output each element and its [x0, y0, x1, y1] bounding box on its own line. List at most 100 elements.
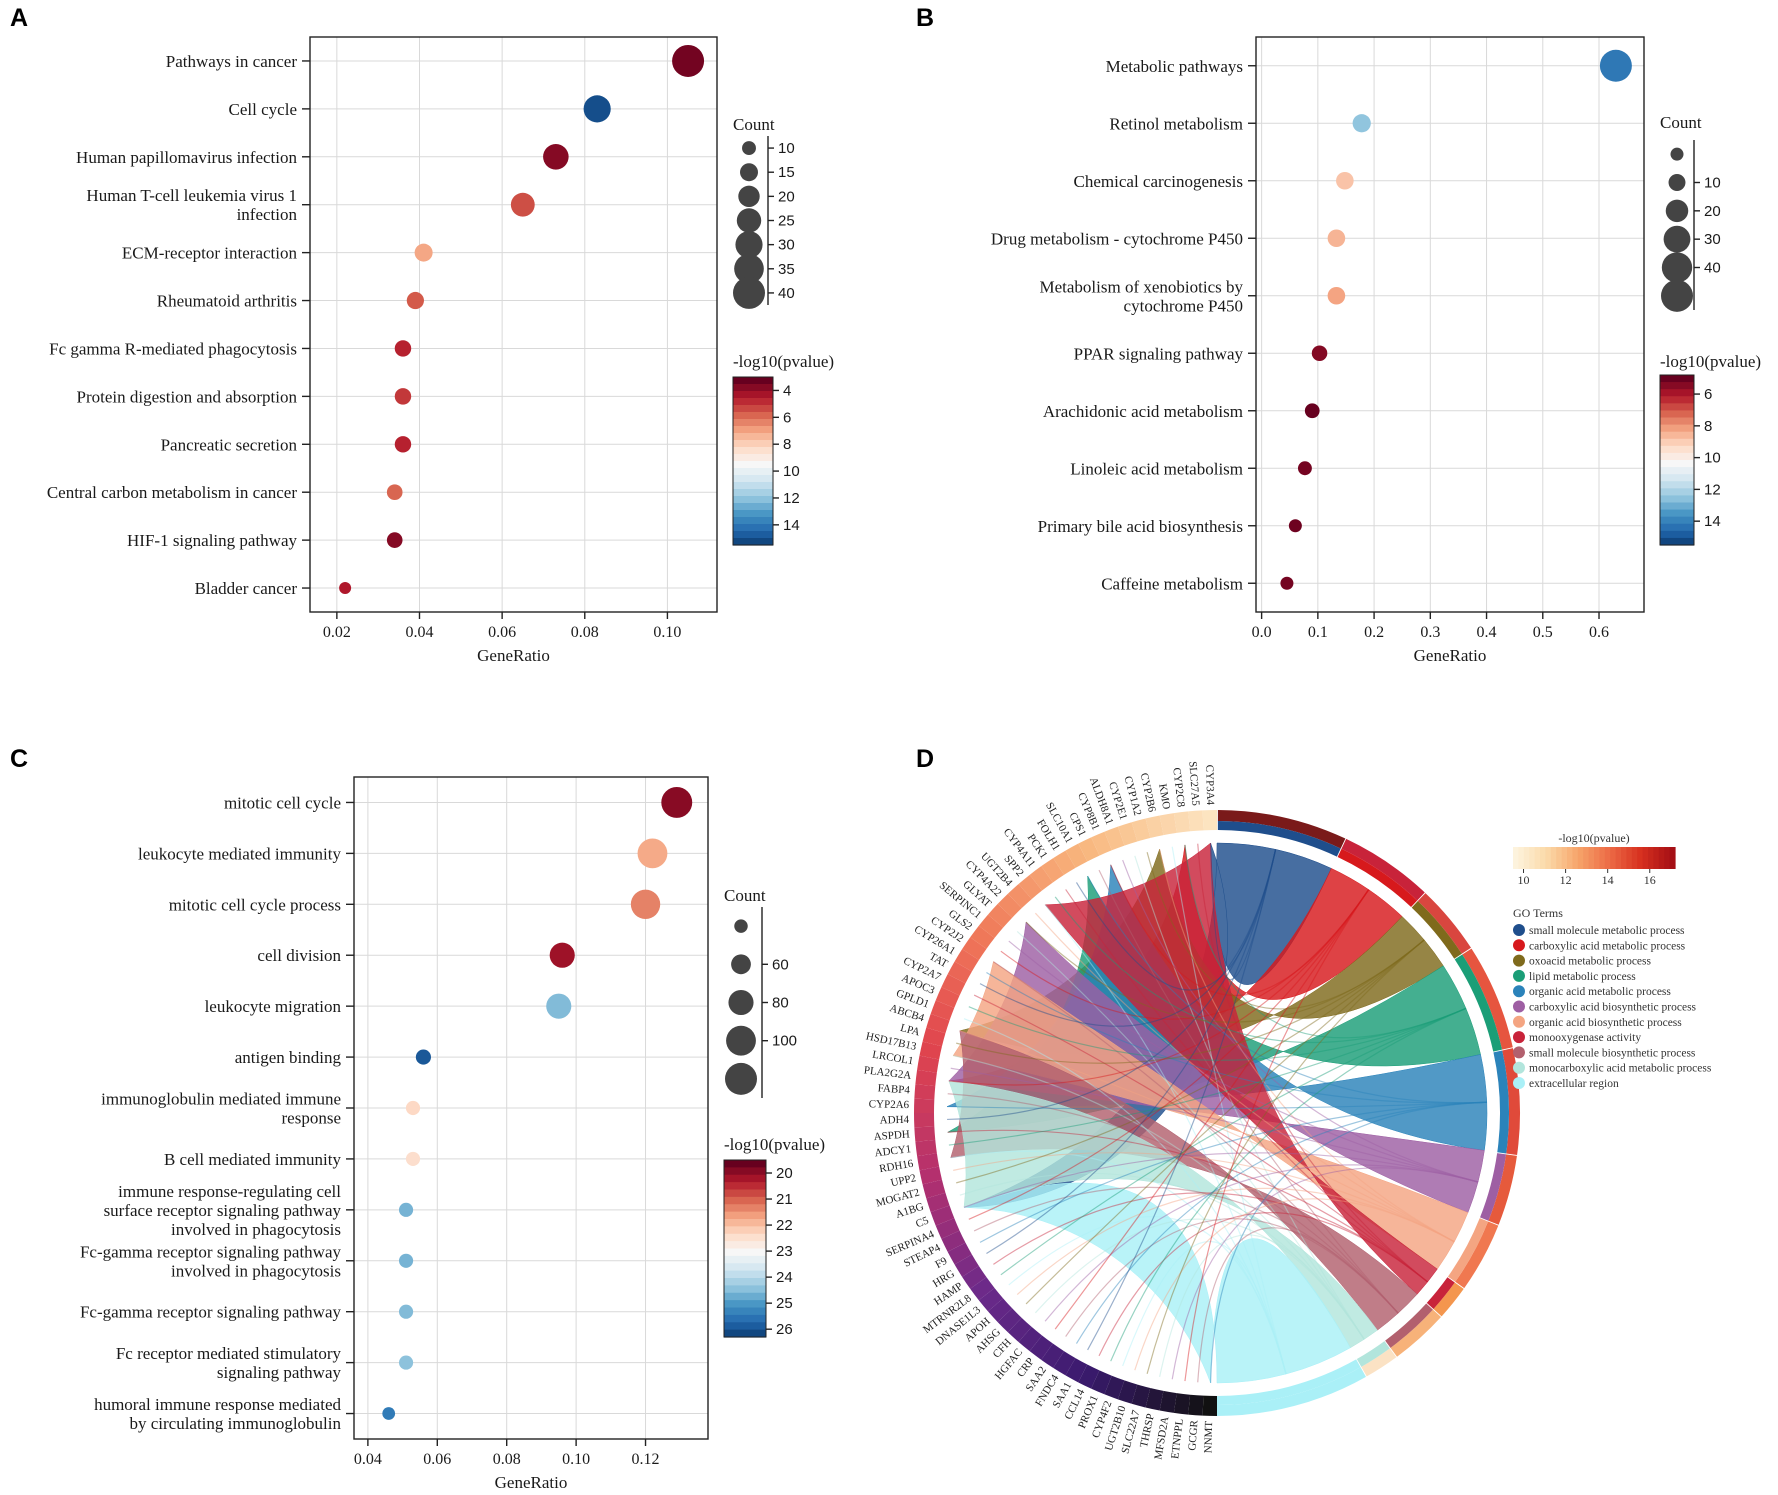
- chord-line: [950, 1067, 1479, 1183]
- color-legend-swatch: [733, 531, 773, 539]
- data-point: [414, 243, 433, 262]
- gene-segment: [930, 1205, 955, 1226]
- term-segment: [1411, 901, 1462, 959]
- gene-segment: [1131, 1384, 1151, 1408]
- chord-color-legend-label: 14: [1602, 873, 1614, 887]
- go-term-legend-label: carboxylic acid metabolic process: [1529, 940, 1686, 952]
- color-legend-label: 21: [776, 1191, 793, 1208]
- x-tick-label: 0.06: [488, 624, 516, 641]
- chord-line: [1008, 940, 1479, 1183]
- chord-line: [1184, 889, 1370, 1382]
- data-point: [398, 1202, 414, 1217]
- data-point: [405, 1100, 421, 1116]
- chord-line: [1134, 1198, 1455, 1371]
- category-label: Fc gamma R-mediated phagocytosis: [49, 339, 297, 358]
- chord-ribbon: [1044, 842, 1438, 1295]
- gene-segment: [1091, 831, 1112, 856]
- plot-frame: [309, 36, 718, 613]
- gene-label: CYP3A4: [1203, 765, 1216, 806]
- term-segment: [1426, 1277, 1455, 1309]
- category-label: immunoglobulin mediated immune response: [101, 1090, 341, 1128]
- chord-color-legend-swatch: [1604, 847, 1611, 869]
- x-tick-label: 0.08: [571, 624, 599, 641]
- color-legend-swatch: [724, 1204, 766, 1213]
- panel-a: A Pathways in cancer Cell cycle Human papil…: [10, 4, 834, 665]
- category-label: mitotic cell cycle process: [169, 895, 341, 914]
- size-legend-dot: [733, 276, 765, 309]
- color-legend-swatch: [1660, 403, 1694, 412]
- size-legend-label: 30: [778, 237, 795, 254]
- panel-b: B Metabolic pathways Retinol metabolism Che…: [916, 4, 1761, 665]
- color-legend-swatch: [1660, 523, 1694, 532]
- chord-line: [1065, 1218, 1399, 1337]
- data-point: [1288, 519, 1302, 533]
- color-legend-swatch: [1660, 452, 1694, 461]
- go-term-legend-dot: [1513, 954, 1525, 967]
- category-label: Human papillomavirus infection: [76, 148, 297, 167]
- gene-label: LRCOL1: [871, 1049, 914, 1068]
- size-legend-dot: [1665, 199, 1689, 223]
- gene-segment: [1065, 1358, 1088, 1383]
- term-significance-ring: [1217, 1367, 1366, 1416]
- chord-line: [979, 1101, 1487, 1243]
- term-significance-ring: [1488, 1154, 1517, 1225]
- x-tick-label: 0.5: [1533, 624, 1553, 641]
- x-axis-label: GeneRatio: [495, 1473, 568, 1492]
- gene-segment: [970, 925, 995, 949]
- data-point: [1304, 403, 1320, 419]
- color-legend-swatch: [724, 1233, 766, 1242]
- chord-color-legend-swatch: [1550, 847, 1557, 869]
- category-label: antigen binding: [235, 1048, 342, 1067]
- x-axis-label: GeneRatio: [1414, 646, 1487, 665]
- chord-line: [968, 1006, 1467, 1061]
- gene-segment: [1041, 858, 1064, 883]
- term-significance-ring: [1417, 893, 1472, 954]
- go-term-legend-dot: [1513, 969, 1525, 982]
- category-label: Drug metabolism - cytochrome P450: [991, 229, 1243, 248]
- gene-label: GCGR: [1186, 1419, 1200, 1451]
- color-legend-label: 22: [776, 1217, 793, 1234]
- gene-segment: [1159, 813, 1177, 836]
- size-legend-label: 35: [778, 261, 795, 278]
- gene-segment: [935, 987, 960, 1008]
- color-legend-swatch: [733, 461, 773, 469]
- plot-frame: [1255, 36, 1645, 613]
- chord-line: [1016, 1187, 1455, 1296]
- gene-segment: [988, 1298, 1013, 1323]
- size-legend-dot: [1663, 225, 1691, 253]
- data-point: [398, 1355, 414, 1370]
- gene-label: KMO: [1156, 783, 1172, 810]
- data-point: [398, 1304, 414, 1319]
- color-legend-swatch: [1660, 481, 1694, 489]
- gene-segment: [1188, 810, 1204, 832]
- data-point: [386, 484, 403, 501]
- color-legend-swatch: [724, 1292, 766, 1301]
- color-legend-label: 23: [776, 1243, 793, 1260]
- chord-color-legend-swatch: [1653, 847, 1660, 869]
- data-point: [661, 786, 693, 818]
- color-legend-swatch: [724, 1241, 766, 1250]
- color-legend-label: 10: [1704, 450, 1721, 467]
- gene-label: NNMT: [1202, 1420, 1215, 1453]
- color-legend-swatch: [733, 440, 773, 448]
- color-legend-swatch: [724, 1226, 766, 1235]
- chord-line: [1087, 875, 1487, 1104]
- color-legend-frame: [723, 1159, 767, 1338]
- chord-color-legend-swatch: [1577, 847, 1584, 869]
- data-point: [339, 582, 352, 595]
- data-point: [394, 388, 412, 405]
- category-label: Protein digestion and absorption: [76, 387, 297, 406]
- go-term-legend-label: organic acid metabolic process: [1529, 986, 1671, 998]
- gene-segment: [935, 1218, 960, 1239]
- color-legend-swatch: [733, 384, 773, 392]
- gene-segment: [1104, 826, 1125, 851]
- gene-segment: [954, 1254, 979, 1277]
- term-significance-ring: [1502, 1048, 1520, 1156]
- gene-segment: [1188, 1394, 1204, 1416]
- color-legend-swatch: [724, 1329, 766, 1338]
- gene-segment: [914, 1126, 936, 1142]
- chord-line: [947, 849, 1277, 1121]
- gene-label: LPA: [899, 1022, 921, 1039]
- gene-segment: [962, 937, 987, 960]
